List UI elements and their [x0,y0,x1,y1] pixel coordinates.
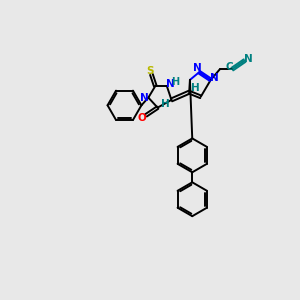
Text: N: N [140,93,149,103]
Text: C: C [225,62,233,72]
Text: N: N [193,63,202,73]
Text: H: H [191,83,200,93]
Text: H: H [161,99,170,109]
Text: N: N [166,79,175,89]
Text: O: O [138,113,147,123]
Text: N: N [210,73,219,82]
Text: N: N [244,54,253,64]
Text: H: H [171,77,179,87]
Text: S: S [146,66,154,76]
